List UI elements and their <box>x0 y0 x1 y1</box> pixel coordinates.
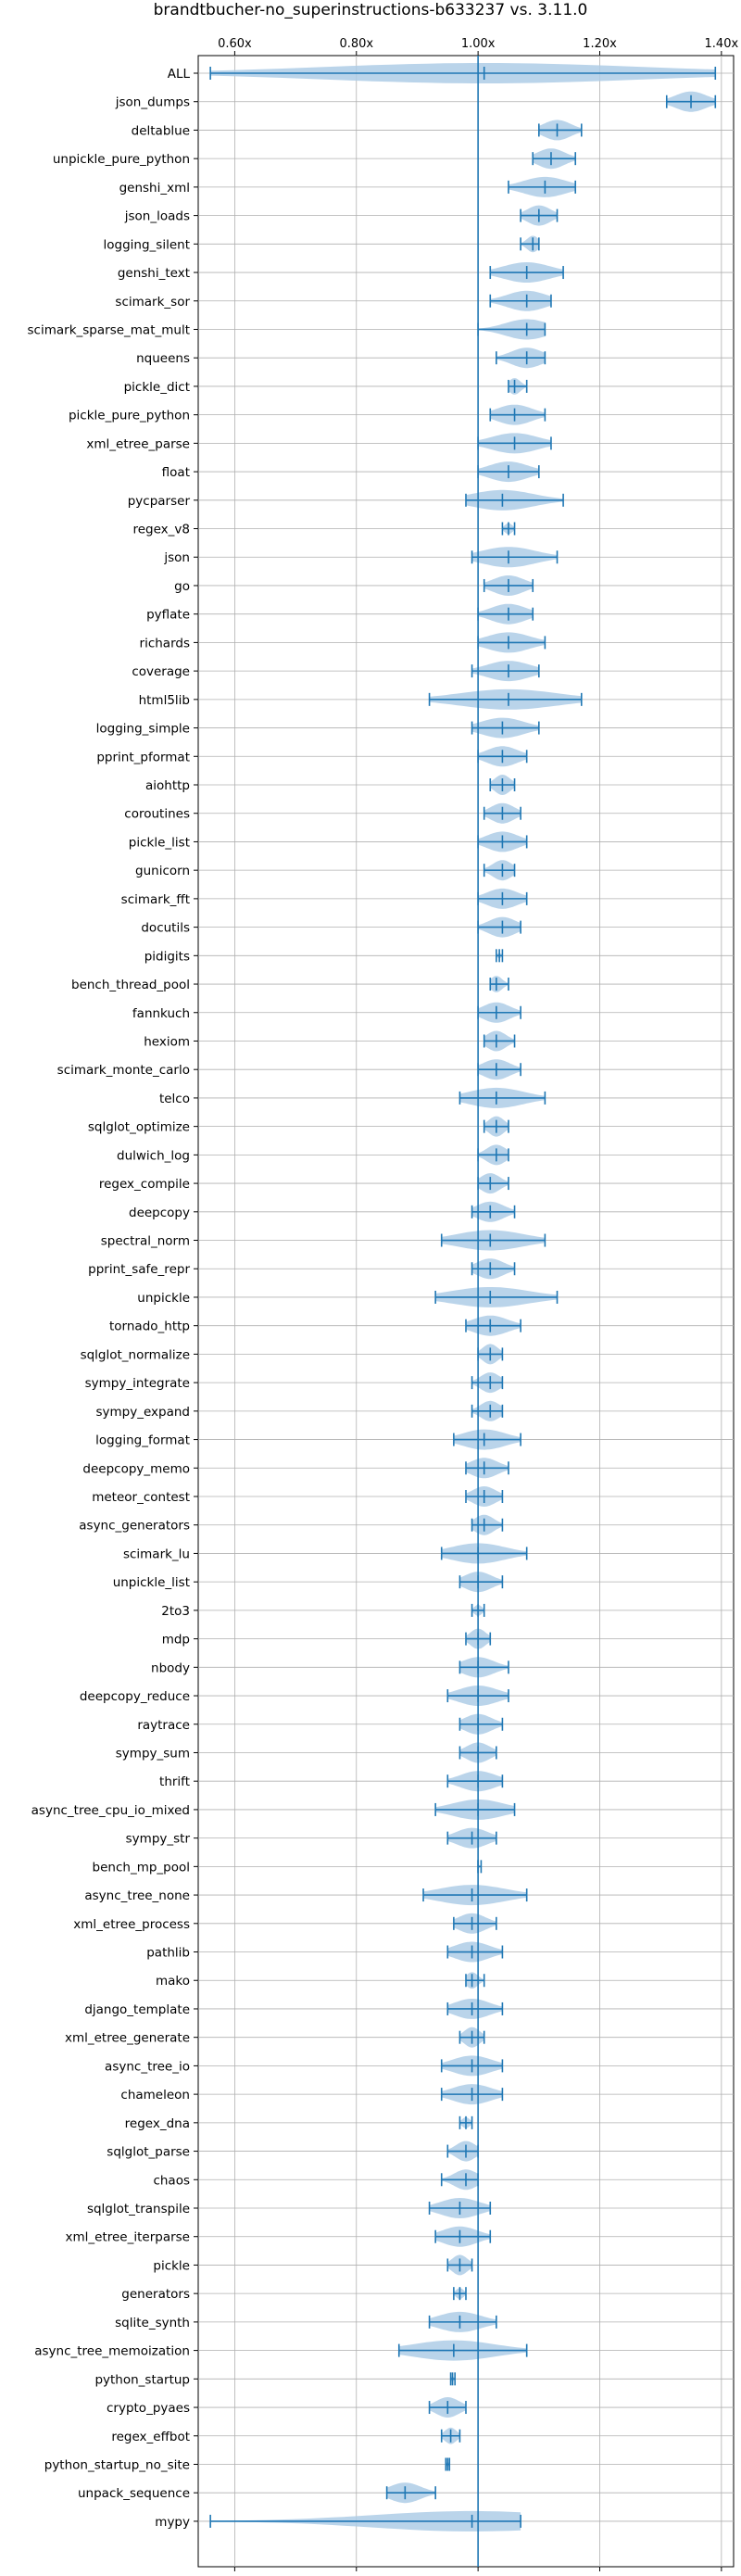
benchmark-label: float <box>162 465 190 480</box>
benchmark-label: sqlite_synth <box>115 2316 190 2330</box>
benchmark-label: unpickle <box>137 1291 190 1306</box>
chart-title: brandtbucher-no_superinstructions-b63323… <box>154 1 588 19</box>
benchmark-label: pickle_dict <box>124 380 190 395</box>
benchmark-label: sympy_str <box>126 1832 191 1847</box>
benchmark-label: sqlglot_normalize <box>81 1347 190 1362</box>
benchmark-label: thrift <box>159 1774 190 1789</box>
benchmark-label: bench_thread_pool <box>71 978 190 992</box>
benchmark-label: go <box>174 579 190 594</box>
benchmark-label: aiohttp <box>145 778 190 793</box>
benchmark-label: deepcopy <box>129 1206 190 1220</box>
benchmark-label: unpickle_list <box>113 1575 190 1590</box>
benchmark-label: coroutines <box>124 807 190 822</box>
benchmark-label: genshi_xml <box>119 181 190 196</box>
benchmark-label: async_tree_memoization <box>34 2344 190 2359</box>
benchmark-label: pickle <box>153 2258 190 2273</box>
benchmark-label: pickle_list <box>129 835 190 850</box>
benchmark-label: spectral_norm <box>101 1234 190 1249</box>
benchmark-label: tornado_http <box>109 1320 190 1334</box>
benchmark-label: dulwich_log <box>117 1148 190 1163</box>
benchmark-label: async_tree_cpu_io_mixed <box>31 1803 190 1818</box>
benchmark-label: json_loads <box>124 209 190 224</box>
benchmark-label: deepcopy_reduce <box>80 1689 190 1704</box>
x-tick-label-top: 1.40x <box>705 37 739 51</box>
benchmark-label: async_tree_none <box>84 1888 190 1903</box>
benchmark-label: regex_v8 <box>132 523 190 537</box>
benchmark-label: nbody <box>151 1661 190 1675</box>
benchmark-label: regex_effbot <box>111 2430 190 2444</box>
benchmark-label: sqlglot_transpile <box>87 2202 190 2216</box>
benchmark-label: json_dumps <box>115 95 190 110</box>
benchmark-label: pidigits <box>144 949 190 964</box>
benchmark-label: regex_compile <box>99 1177 190 1192</box>
benchmark-label: docutils <box>141 921 190 936</box>
benchmark-label: telco <box>159 1092 190 1106</box>
benchmark-label: 2to3 <box>161 1604 190 1619</box>
benchmark-label: pathlib <box>146 1946 190 1961</box>
benchmark-label: genshi_text <box>118 266 190 281</box>
plot-frame <box>197 55 735 2568</box>
benchmark-label: async_tree_io <box>105 2059 190 2074</box>
benchmark-label: pprint_safe_repr <box>88 1262 190 1277</box>
benchmark-label: sympy_integrate <box>85 1376 190 1391</box>
benchmark-label: scimark_sparse_mat_mult <box>28 322 190 337</box>
benchmark-label: sqlglot_optimize <box>88 1120 190 1135</box>
benchmark-label: pickle_pure_python <box>69 409 190 423</box>
benchmark-label: deltablue <box>132 123 190 138</box>
benchmark-label: crypto_pyaes <box>107 2401 190 2416</box>
benchmark-label: pyflate <box>146 608 190 623</box>
benchmark-label: hexiom <box>144 1034 190 1049</box>
benchmark-label: html5lib <box>139 693 190 708</box>
benchmark-label: scimark_sor <box>115 295 190 309</box>
benchmark-label: xml_etree_iterparse <box>66 2230 191 2245</box>
benchmark-label: json <box>163 550 190 565</box>
benchmark-label: logging_simple <box>96 722 190 737</box>
benchmark-label: generators <box>121 2287 190 2302</box>
benchmark-label: xml_etree_process <box>73 1917 190 1932</box>
benchmark-label: async_generators <box>79 1519 190 1534</box>
x-tick-label-top: 1.00x <box>461 37 496 51</box>
benchmark-label: nqueens <box>136 351 190 366</box>
benchmark-label: chameleon <box>120 2088 190 2102</box>
benchmark-label: regex_dna <box>125 2116 190 2131</box>
benchmark-label: sympy_expand <box>95 1405 190 1420</box>
benchmark-label: xml_etree_parse <box>86 436 190 451</box>
benchmark-label: python_startup <box>94 2372 190 2387</box>
benchmark-label: coverage <box>132 664 190 679</box>
x-tick-label-top: 1.20x <box>583 37 617 51</box>
benchmark-label: python_startup_no_site <box>44 2457 190 2472</box>
benchmark-label: richards <box>140 636 190 650</box>
benchmark-label: deepcopy_memo <box>82 1461 190 1476</box>
benchmark-label: xml_etree_generate <box>65 2031 190 2046</box>
benchmark-label: pprint_pformat <box>96 750 190 764</box>
benchmark-label: unpickle_pure_python <box>53 152 190 167</box>
x-tick-label-top: 0.80x <box>339 37 373 51</box>
benchmark-label: scimark_lu <box>123 1547 190 1561</box>
benchmark-label: unpack_sequence <box>78 2486 190 2501</box>
benchmark-label: sqlglot_parse <box>107 2145 190 2160</box>
benchmark-label: sympy_sum <box>116 1746 190 1761</box>
benchmark-label: bench_mp_pool <box>93 1860 190 1875</box>
benchmark-label: raytrace <box>137 1718 190 1733</box>
benchmark-label: chaos <box>153 2173 190 2188</box>
benchmark-label: mdp <box>162 1633 190 1648</box>
x-tick-label-top: 0.60x <box>218 37 252 51</box>
benchmark-label: scimark_monte_carlo <box>57 1063 190 1078</box>
benchmark-label: mako <box>156 1974 190 1989</box>
benchmark-label: mypy <box>155 2515 190 2530</box>
benchmark-label: gunicorn <box>135 864 190 878</box>
benchmark-label: meteor_contest <box>92 1490 190 1505</box>
benchmark-label: django_template <box>84 2002 190 2017</box>
benchmark-label: scimark_fft <box>121 892 190 907</box>
benchmark-label: fannkuch <box>132 1006 190 1021</box>
benchmark-label: logging_silent <box>104 237 190 252</box>
benchmark-label: ALL <box>168 67 191 82</box>
benchmark-label: pycparser <box>128 494 191 509</box>
plot-area: 0.60x0.60x0.80x0.80x1.00x1.00x1.20x1.20x… <box>28 37 739 2576</box>
benchmark-label: logging_format <box>95 1433 190 1448</box>
